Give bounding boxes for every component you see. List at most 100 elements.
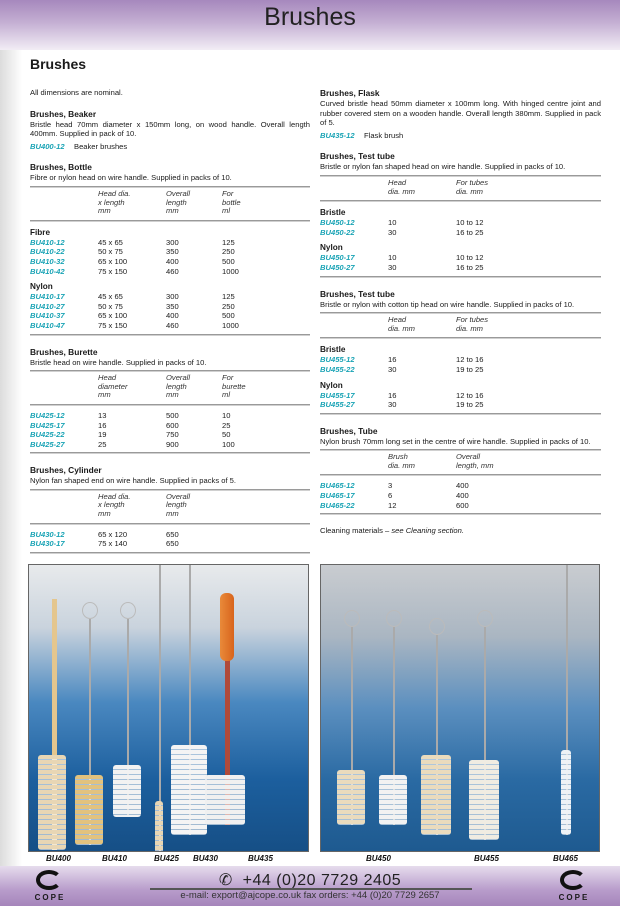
column-header: Brush dia. mm <box>388 452 416 470</box>
table-row: BU410-32 65 x 100 400 500 <box>30 257 310 267</box>
brush-handle <box>393 627 395 825</box>
product-code[interactable]: BU410-32 <box>30 256 65 266</box>
cell-value: 19 to 25 <box>456 400 484 410</box>
product-code[interactable]: BU410-42 <box>30 266 65 276</box>
cell-value: 350 <box>166 247 179 257</box>
table-row: BU425-22 19 750 50 <box>30 430 310 440</box>
column-header: For bottle ml <box>222 188 241 216</box>
product-label: Flask brush <box>364 130 404 140</box>
table-rule <box>30 551 310 554</box>
column-header: Overall length mm <box>166 373 191 400</box>
page-edge-shade <box>0 0 22 906</box>
brush-bristles <box>205 775 245 825</box>
product-code[interactable]: BU425-12 <box>30 410 65 420</box>
photo-label: BU430 <box>193 854 218 863</box>
cell-value: 1000 <box>222 266 239 276</box>
product-code[interactable]: BU465-22 <box>320 500 355 510</box>
table-row: BU465-12 3 400 <box>320 481 601 491</box>
cell-value: 25 <box>98 439 107 449</box>
cell-value: 500 <box>222 256 235 266</box>
right-column: Brushes, Flask Curved bristle head 50mm d… <box>320 88 601 536</box>
cell-value: 650 <box>166 529 179 539</box>
product-code[interactable]: BU410-47 <box>30 320 65 330</box>
product-code[interactable]: BU430-12 <box>30 529 65 539</box>
brush-handle <box>436 635 438 835</box>
product-code[interactable]: BU410-37 <box>30 311 65 321</box>
product-code[interactable]: BU465-17 <box>320 491 355 501</box>
product-code[interactable]: BU425-22 <box>30 430 65 440</box>
phone-number[interactable]: +44 (0)20 7729 2405 <box>242 872 402 889</box>
table-rule <box>30 333 310 336</box>
product-section: Brushes, Bottle Fibre or nylon head on wi… <box>30 162 310 336</box>
brush-handle <box>566 565 568 835</box>
cell-value: 650 <box>166 539 179 549</box>
section-title: Brushes, Bottle <box>30 162 92 173</box>
product-code[interactable]: BU410-27 <box>30 301 65 311</box>
product-code[interactable]: BU455-22 <box>320 364 355 374</box>
cell-value: 13 <box>98 410 107 420</box>
table-rule <box>320 174 601 177</box>
table-row: BU425-12 13 500 10 <box>30 411 310 421</box>
product-code[interactable]: BU465-12 <box>320 481 355 491</box>
product-code[interactable]: BU430-17 <box>30 539 65 549</box>
cell-value: 900 <box>166 439 179 449</box>
product-code[interactable]: BU455-12 <box>320 355 355 365</box>
product-photo-right <box>320 564 600 852</box>
brush-bristles <box>113 765 141 817</box>
product-code[interactable]: BU410-12 <box>30 237 65 247</box>
cleaning-note-prefix: Cleaning materials – <box>320 526 392 536</box>
photo-label: BU455 <box>474 854 499 863</box>
table-header: Head dia. mm For tubes dia. mm <box>320 315 601 334</box>
section-description: Bristle head 70mm diameter x 150mm long,… <box>30 119 310 139</box>
brush-handle <box>52 599 57 850</box>
cell-value: 500 <box>222 311 235 321</box>
brush-handle <box>89 619 91 845</box>
table-row: BU450-22 30 16 to 25 <box>320 228 601 238</box>
product-code[interactable]: BU450-17 <box>320 253 355 263</box>
product-section: Brushes, Flask Curved bristle head 50mm d… <box>320 88 601 140</box>
product-code[interactable]: BU455-27 <box>320 400 355 410</box>
table-header: Head dia. x length mm Overall length mm Fo… <box>30 188 310 217</box>
product-code[interactable]: BU450-12 <box>320 218 355 228</box>
cell-value: 65 x 100 <box>98 311 128 321</box>
email-fax-line[interactable]: e-mail: export@ajcope.co.uk fax orders: … <box>180 890 440 901</box>
product-code[interactable]: BU410-17 <box>30 292 65 302</box>
cell-value: 125 <box>222 292 235 302</box>
product-code[interactable]: BU425-27 <box>30 439 65 449</box>
table-rule <box>30 185 310 188</box>
cell-value: 500 <box>166 410 179 420</box>
cell-value: 100 <box>222 439 235 449</box>
cell-value: 50 <box>222 430 231 440</box>
table-row: BU410-42 75 x 150 460 1000 <box>30 267 310 277</box>
brush-bristles <box>379 775 407 825</box>
footer-divider <box>150 888 472 890</box>
brush-ring <box>477 610 493 627</box>
product-code[interactable]: BU400-12 <box>30 141 65 151</box>
product-code[interactable]: BU435-12 <box>320 130 355 140</box>
cell-value: 6 <box>388 491 393 501</box>
photo-label: BU425 <box>154 854 179 863</box>
table-rule <box>320 449 601 452</box>
dimensions-note: All dimensions are nominal. <box>30 88 123 97</box>
product-code[interactable]: BU455-17 <box>320 390 355 400</box>
column-header: Overall length, mm <box>456 452 494 470</box>
cell-value: 16 <box>388 390 397 400</box>
group-label: Nylon <box>320 380 343 390</box>
product-section: Brushes, Beaker Bristle head 70mm diamete… <box>30 109 310 152</box>
section-description: Nylon brush 70mm long set in the centre … <box>320 436 591 446</box>
table-row: BU430-12 65 x 120 650 <box>30 530 310 540</box>
product-code[interactable]: BU450-22 <box>320 227 355 237</box>
product-section: Brushes, Tube Nylon brush 70mm long set i… <box>320 426 601 516</box>
cell-value: 65 x 120 <box>98 529 128 539</box>
table-rule <box>30 219 310 222</box>
product-code[interactable]: BU425-17 <box>30 420 65 430</box>
table-row: BU410-47 75 x 150 460 1000 <box>30 321 310 331</box>
cell-value: 19 to 25 <box>456 364 484 374</box>
section-title: Brushes, Cylinder <box>30 465 102 476</box>
cell-value: 75 x 150 <box>98 266 128 276</box>
cleaning-note-link[interactable]: see Cleaning section. <box>391 526 464 536</box>
table-rule <box>320 200 601 203</box>
column-header: Head dia. x length mm <box>98 491 131 519</box>
product-code[interactable]: BU410-22 <box>30 247 65 257</box>
product-code[interactable]: BU450-27 <box>320 262 355 272</box>
